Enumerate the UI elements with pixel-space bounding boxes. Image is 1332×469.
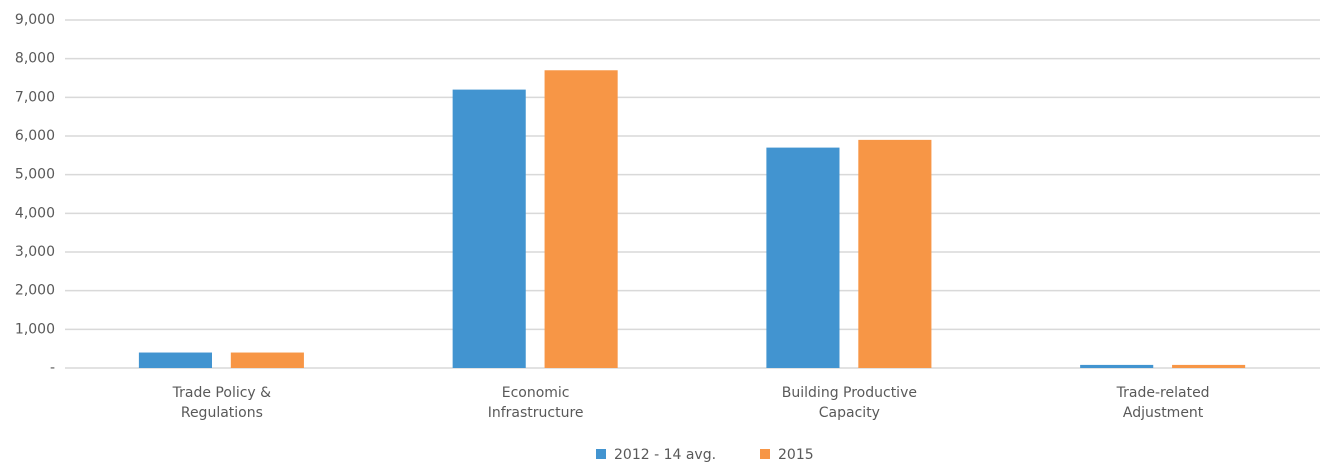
x-tick-label: Infrastructure <box>488 405 584 421</box>
legend-swatch <box>596 449 606 459</box>
y-tick-label: 9,000 <box>15 12 55 28</box>
x-tick-label: Economic <box>502 385 570 401</box>
y-tick-label: 2,000 <box>15 283 55 299</box>
x-tick-label: Capacity <box>819 405 880 421</box>
bar <box>766 147 840 368</box>
y-tick-label: 1,000 <box>15 321 55 337</box>
x-tick-label: Regulations <box>181 405 263 421</box>
x-tick-label: Trade Policy & <box>172 385 272 401</box>
legend-label: 2012 - 14 avg. <box>614 447 716 463</box>
y-tick-label: 5,000 <box>15 167 55 183</box>
y-tick-label: - <box>50 360 55 376</box>
bar <box>230 352 304 368</box>
bar <box>858 139 932 368</box>
x-tick-label: Adjustment <box>1123 405 1204 421</box>
bar <box>1172 364 1246 368</box>
y-tick-label: 4,000 <box>15 205 55 221</box>
y-tick-label: 6,000 <box>15 128 55 144</box>
bar <box>452 89 526 368</box>
x-tick-label: Trade-related <box>1116 385 1210 401</box>
y-tick-label: 7,000 <box>15 89 55 105</box>
bar <box>1080 364 1154 368</box>
legend-swatch <box>760 449 770 459</box>
y-tick-label: 8,000 <box>15 51 55 67</box>
legend-label: 2015 <box>778 447 814 463</box>
y-tick-label: 3,000 <box>15 244 55 260</box>
bar <box>544 70 618 369</box>
x-tick-label: Building Productive <box>782 385 917 401</box>
bar <box>138 352 212 368</box>
